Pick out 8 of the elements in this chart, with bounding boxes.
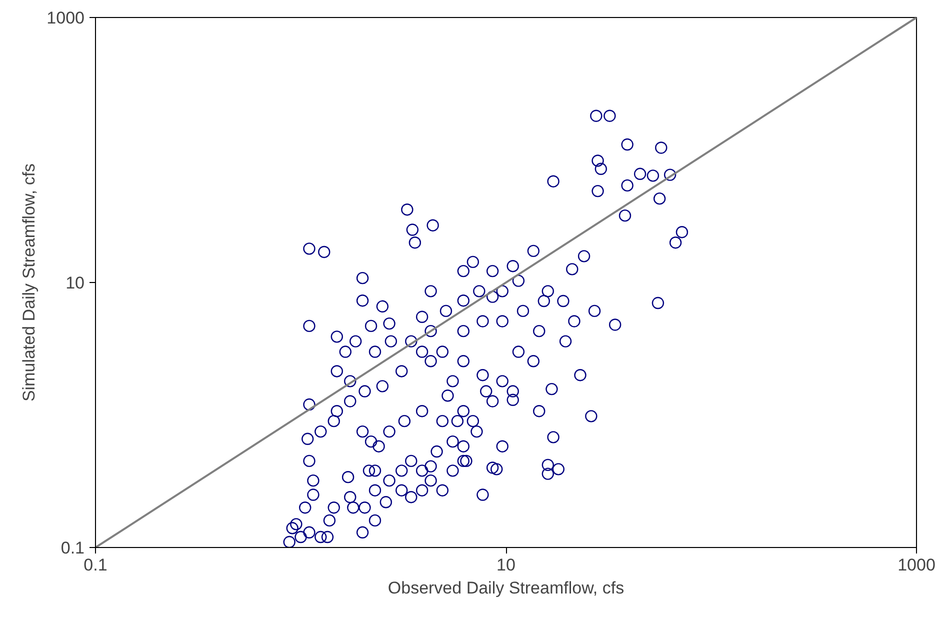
x-tick-label: 10 [496,556,516,574]
y-axis-title: Simulated Daily Streamflow, cfs [20,163,39,402]
y-tick-label: 10 [66,274,85,292]
x-tick-label: 1000 [898,556,936,574]
y-tick-label: 1000 [46,8,85,28]
y-tick-label: 0.1 [60,538,85,558]
x-tick-label: 0.1 [84,556,108,574]
x-axis-title: Observed Daily Streamflow, cfs [388,578,624,598]
